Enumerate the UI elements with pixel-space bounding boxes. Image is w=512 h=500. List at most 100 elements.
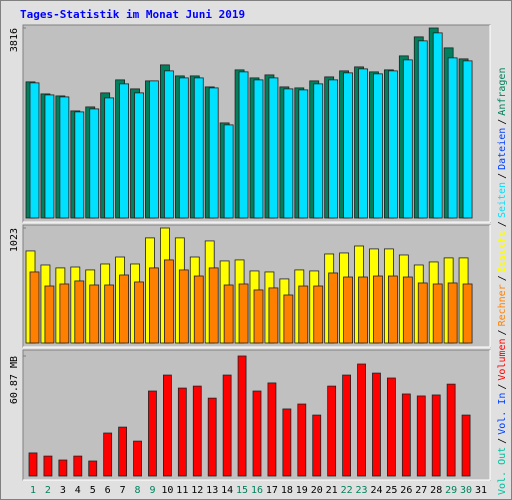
bar [342,374,352,477]
legend-entry: Dateien [497,128,508,170]
bar [43,455,53,477]
x-tick-label: 27 [415,485,427,496]
x-tick-label: 12 [191,485,203,496]
chart-title: Tages-Statistik im Monat Juni 2019 [20,8,245,21]
y-tick-label: 60.87 MB [9,356,20,404]
bar [417,40,428,219]
legend-entry: Anfragen [497,68,508,116]
x-tick-label: 18 [281,485,293,496]
legend-separator: / [497,221,508,227]
bar [343,72,354,219]
bar [88,460,98,477]
x-tick-label: 22 [341,485,353,496]
bar [193,275,204,344]
x-tick-label: 19 [296,485,308,496]
bar [103,432,113,477]
legend-entry: Vol. In [497,393,508,435]
bar [178,77,189,219]
x-tick-label: 5 [90,485,96,496]
bar [192,385,202,477]
bar [207,397,217,477]
bar [253,79,264,219]
x-tick-label: 2 [45,485,51,496]
bar [343,276,354,344]
x-tick-label: 10 [161,485,173,496]
x-tick-label: 14 [221,485,233,496]
bar [373,275,383,344]
bar [89,108,100,219]
bar [177,387,187,477]
bar [461,414,471,477]
bar [222,374,232,477]
bar [386,377,396,477]
legend-entry: Seiten [497,182,508,218]
legend-entry: Volumen [497,338,508,380]
y-tick-label: 1023 [9,228,20,252]
bar [387,70,398,219]
bar [402,59,413,219]
bar [223,284,234,344]
bar [29,271,40,344]
x-tick-label: 26 [400,485,412,496]
x-tick-label: 13 [206,485,218,496]
bar [148,390,157,477]
bar [134,92,144,219]
bar [119,274,129,344]
bar [58,459,68,477]
y-tick-label: 3816 [9,28,20,52]
bar [401,393,411,477]
x-tick-label: 17 [266,485,278,496]
bar [29,82,40,219]
bar [133,440,142,477]
bar [44,285,55,344]
x-tick-label: 20 [311,485,323,496]
legend-separator: / [497,438,508,444]
legend: Vol. Out / Vol. In / Volumen / Rechner / Besuche… [497,68,508,495]
bar [282,408,292,477]
bar [163,70,174,219]
bar [312,414,322,477]
bar [328,272,339,344]
bar [268,77,279,219]
bar [327,385,337,477]
bar [416,395,426,477]
bar [252,390,262,477]
x-tick-label: 31 [475,485,487,496]
legend-separator: / [497,119,508,125]
bar [358,68,368,219]
x-tick-label: 25 [385,485,397,496]
bar [119,83,129,219]
bar [104,97,115,219]
x-tick-label: 7 [120,485,126,496]
bar [178,269,189,344]
x-tick-label: 16 [251,485,263,496]
bar [283,294,294,344]
legend-entry: Besuche [497,230,508,272]
legend-separator: / [497,173,508,179]
bar [283,88,294,219]
bar [447,57,458,219]
legend-entry: Rechner [497,284,508,326]
bar [208,87,219,219]
bar [162,374,172,477]
bar [238,283,249,344]
x-tick-label: 8 [135,485,141,496]
bar [313,83,324,219]
bar [238,71,249,219]
bar [328,79,339,219]
bar [387,275,398,344]
legend-separator: / [497,329,508,335]
x-tick-label: 23 [356,485,368,496]
x-tick-label: 29 [445,485,457,496]
bar [28,452,38,477]
x-tick-label: 11 [176,485,188,496]
bar [431,394,441,477]
bar [446,383,456,477]
x-tick-label: 24 [370,485,382,496]
bar [149,80,159,219]
bar [298,285,309,344]
bar [73,455,83,477]
x-tick-label: 28 [430,485,442,496]
x-tick-label: 21 [326,485,338,496]
bar [193,77,204,219]
